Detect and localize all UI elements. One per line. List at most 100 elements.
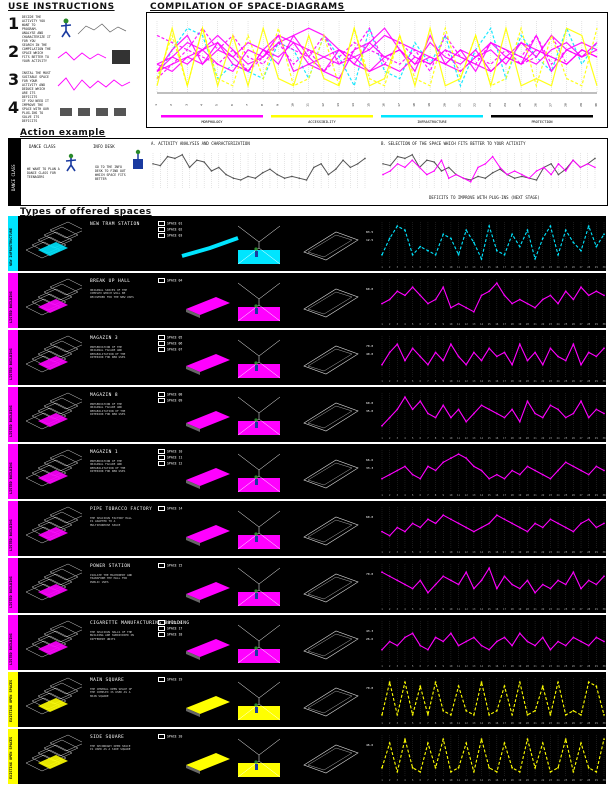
data-point <box>396 155 399 158</box>
data-point <box>534 258 537 260</box>
compilation-tick-label: 4 <box>200 104 204 106</box>
data-point <box>503 253 506 256</box>
data-point <box>564 526 567 529</box>
tick-label: 18 <box>511 721 515 725</box>
compilation-tick-label: 3 <box>184 104 188 106</box>
data-point <box>472 587 475 590</box>
tick-label: 29 <box>595 265 599 269</box>
tick-label: 18 <box>511 379 515 383</box>
data-point <box>488 477 491 480</box>
tick-label: 10 <box>449 721 453 725</box>
space-series-line <box>381 282 605 313</box>
compilation-tick-label: 19 <box>427 103 431 107</box>
compilation-tick-label: 21 <box>457 103 461 107</box>
data-point <box>595 408 598 411</box>
tick-label: 4 <box>404 607 406 611</box>
tick-label: 16 <box>495 265 499 269</box>
group-label: LISTED BUILDING <box>9 291 13 323</box>
detail-sketch <box>303 459 359 489</box>
data-point <box>503 294 506 297</box>
data-point <box>381 714 383 716</box>
space-series-line <box>381 453 605 480</box>
tick-label: 21 <box>534 265 538 269</box>
tick-label: 26 <box>572 493 576 497</box>
data-point <box>549 347 552 350</box>
tick-label: 27 <box>579 493 583 497</box>
data-point <box>396 225 399 227</box>
data-point <box>564 359 567 362</box>
tick-label: 14 <box>480 265 484 269</box>
tick-label: 18 <box>511 265 515 269</box>
tick-label: 21 <box>534 379 538 383</box>
space-id-text: SPACE 06 <box>167 341 183 346</box>
data-point <box>594 166 596 169</box>
data-point <box>442 233 445 236</box>
axis-value-label: 60.0 <box>366 515 374 519</box>
data-point <box>580 363 582 366</box>
tick-label: 13 <box>472 721 476 725</box>
tick-label: 7 <box>427 721 429 725</box>
tick-label: 20 <box>526 550 530 554</box>
tick-label: 15 <box>488 379 492 383</box>
data-point <box>174 157 176 160</box>
tick-label: 28 <box>587 664 591 668</box>
data-point <box>557 163 560 165</box>
space-id-text: SPACE 16 <box>167 620 183 625</box>
data-point <box>587 518 590 521</box>
data-point <box>449 237 452 240</box>
detail-sketch <box>303 288 359 318</box>
data-point <box>513 177 516 179</box>
space-shape <box>186 753 230 774</box>
space-type-row: EXISTING OPEN SPACES SIDE SQUARE THE SECON… <box>8 729 606 784</box>
space-shape <box>186 297 230 318</box>
data-point <box>298 177 301 179</box>
data-point <box>586 163 589 165</box>
data-point <box>442 709 445 712</box>
data-point <box>419 294 422 297</box>
data-point <box>595 636 598 639</box>
space-id-text: SPACE 20 <box>167 734 183 739</box>
data-point <box>580 714 582 716</box>
tick-label: 15 <box>488 550 492 554</box>
space-id-text: SPACE 10 <box>167 449 183 454</box>
data-point <box>465 709 468 712</box>
tick-label: 29 <box>595 436 599 440</box>
tick-label: 1 <box>381 379 383 383</box>
data-point <box>434 416 437 419</box>
data-point <box>521 175 523 178</box>
data-point <box>580 249 582 252</box>
tick-label: 13 <box>472 493 476 497</box>
tick-label: 13 <box>472 436 476 440</box>
space-shape <box>181 236 239 258</box>
tick-label: 2 <box>389 607 391 611</box>
tick-label: 19 <box>518 778 522 782</box>
step-text: INSTAL THE MOST SUITABLE SPACE FOR YOUR … <box>22 71 51 99</box>
data-point <box>534 766 537 769</box>
compilation-tick-label: 11 <box>306 103 310 107</box>
space-name: BREAK UP HALL <box>90 279 131 284</box>
tick-label: 5 <box>412 379 414 383</box>
data-point <box>472 636 475 639</box>
space-id-text: SPACE 14 <box>167 506 183 511</box>
step-text: DECIDE THE ACTIVITY YOU WANT TO PROGRAM.… <box>22 15 51 43</box>
tick-label: 14 <box>480 721 484 725</box>
detail-sketch <box>303 516 359 546</box>
space-description: ISOLATE THE MACHINERY AND TRANSFORM THE … <box>90 573 133 584</box>
tick-label: 2 <box>389 265 391 269</box>
space-swatch <box>158 461 165 466</box>
data-point <box>603 738 605 740</box>
tick-label: 18 <box>511 322 515 326</box>
tick-label: 16 <box>495 607 499 611</box>
data-point <box>587 351 590 354</box>
space-diagram-chart: 1 2 3 4 5 6 7 8 9 10 11 12 13 14 15 16 17 18 19 20 21 22 23 24 2… <box>381 393 606 440</box>
data-point <box>404 359 406 362</box>
data-point <box>526 579 529 582</box>
data-point <box>557 522 559 525</box>
tick-label: 30 <box>602 436 606 440</box>
tick-label: 3 <box>397 721 399 725</box>
data-point <box>469 181 472 183</box>
space-swatch <box>158 677 165 682</box>
data-point <box>411 347 414 350</box>
axis-value-label: 60.0 <box>366 401 374 405</box>
tick-label: 11 <box>457 550 461 554</box>
